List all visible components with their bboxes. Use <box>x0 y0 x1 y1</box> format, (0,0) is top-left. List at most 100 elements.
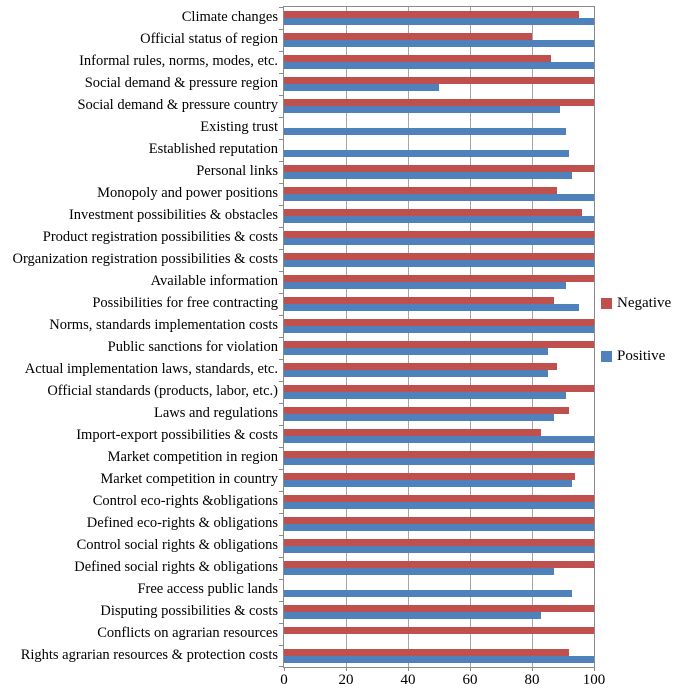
bar-negative <box>284 253 594 260</box>
bar-negative <box>284 561 594 568</box>
bar-negative <box>284 55 551 62</box>
category-label: Public sanctions for violation <box>107 339 278 355</box>
y-axis-tick <box>279 666 283 667</box>
bar-positive <box>284 612 542 619</box>
bar-positive <box>284 128 567 135</box>
bar-positive <box>284 84 439 91</box>
bar-positive <box>284 568 554 575</box>
x-axis-tick-label: 0 <box>280 672 288 688</box>
category-label: Possibilities for free contracting <box>92 295 278 311</box>
legend-swatch-positive-icon <box>601 351 612 362</box>
bar-negative <box>284 275 594 282</box>
bar-negative <box>284 209 582 216</box>
bar-group <box>284 557 594 579</box>
bar-negative <box>284 517 594 524</box>
bar-positive <box>284 150 570 157</box>
bar-group <box>284 623 594 645</box>
bar-group <box>284 579 594 601</box>
bar-negative <box>284 99 594 106</box>
y-axis-tick <box>279 293 283 294</box>
bar-positive <box>284 392 567 399</box>
gridline <box>346 7 347 667</box>
gridline <box>408 7 409 667</box>
bar-positive <box>284 304 579 311</box>
y-axis-tick <box>279 469 283 470</box>
bar-group <box>284 205 594 227</box>
x-axis-tick <box>283 667 285 671</box>
gridline <box>470 7 471 667</box>
bar-positive <box>284 546 594 553</box>
y-axis-tick <box>279 161 283 162</box>
category-label: Control social rights & obligations <box>76 537 278 553</box>
bar-group <box>284 249 594 271</box>
bar-negative <box>284 319 594 326</box>
category-label: Laws and regulations <box>153 405 278 421</box>
y-axis-tick <box>279 579 283 580</box>
bar-positive <box>284 348 548 355</box>
y-axis-tick <box>279 381 283 382</box>
y-axis-tick <box>279 271 283 272</box>
bar-positive <box>284 502 594 509</box>
bar-group <box>284 535 594 557</box>
bar-group <box>284 469 594 491</box>
y-axis-tick <box>279 623 283 624</box>
bar-negative <box>284 539 594 546</box>
bar-positive <box>284 436 594 443</box>
bar-positive <box>284 260 594 267</box>
category-label: Available information <box>150 273 278 289</box>
legend-item-positive: Positive <box>601 348 671 365</box>
bar-positive <box>284 216 594 223</box>
category-label: Organization registration possibilities … <box>12 251 278 267</box>
bar-positive <box>284 414 554 421</box>
category-label: Official status of region <box>140 31 278 47</box>
bar-negative <box>284 165 594 172</box>
bar-group <box>284 117 594 139</box>
bar-positive <box>284 62 594 69</box>
bar-positive <box>284 458 594 465</box>
bar-group <box>284 381 594 403</box>
bar-positive <box>284 524 594 531</box>
bar-group <box>284 491 594 513</box>
category-label: Norms, standards implementation costs <box>49 317 278 333</box>
y-axis-tick <box>279 337 283 338</box>
category-axis: Climate changes Official status of region… <box>0 6 283 668</box>
category-label: Existing trust <box>200 119 278 135</box>
y-axis-tick <box>279 51 283 52</box>
x-axis-tick-label: 20 <box>338 672 354 688</box>
legend-swatch-negative-icon <box>601 298 612 309</box>
bar-negative <box>284 473 576 480</box>
y-axis-tick <box>279 183 283 184</box>
bar-positive <box>284 656 594 663</box>
category-label: Defined eco-rights & obligations <box>86 515 278 531</box>
x-axis: 0 20 40 60 80 100 <box>280 668 605 694</box>
category-label: Product registration possibilities & cos… <box>42 229 278 245</box>
bar-positive <box>284 106 560 113</box>
bar-group <box>284 293 594 315</box>
x-axis-tick <box>407 667 409 671</box>
legend-label-positive: Positive <box>617 348 666 364</box>
category-label: Rights agrarian resources & protection c… <box>20 647 278 663</box>
bar-group <box>284 337 594 359</box>
bar-group <box>284 315 594 337</box>
bar-group <box>284 425 594 447</box>
bar-positive <box>284 282 567 289</box>
x-axis-tick-label: 40 <box>400 672 416 688</box>
y-axis-tick <box>279 315 283 316</box>
y-axis-tick <box>279 601 283 602</box>
y-axis-tick <box>279 513 283 514</box>
y-axis-tick <box>279 403 283 404</box>
bar-negative <box>284 363 557 370</box>
bar-group <box>284 227 594 249</box>
x-axis-tick <box>469 667 471 671</box>
x-axis-tick-label: 80 <box>524 672 540 688</box>
y-axis-tick <box>279 205 283 206</box>
category-label: Disputing possibilities & costs <box>100 603 278 619</box>
y-axis-tick <box>279 645 283 646</box>
bar-negative <box>284 187 557 194</box>
bar-group <box>284 513 594 535</box>
y-axis-tick <box>279 425 283 426</box>
bar-negative <box>284 495 594 502</box>
bar-group <box>284 73 594 95</box>
bar-negative <box>284 407 570 414</box>
